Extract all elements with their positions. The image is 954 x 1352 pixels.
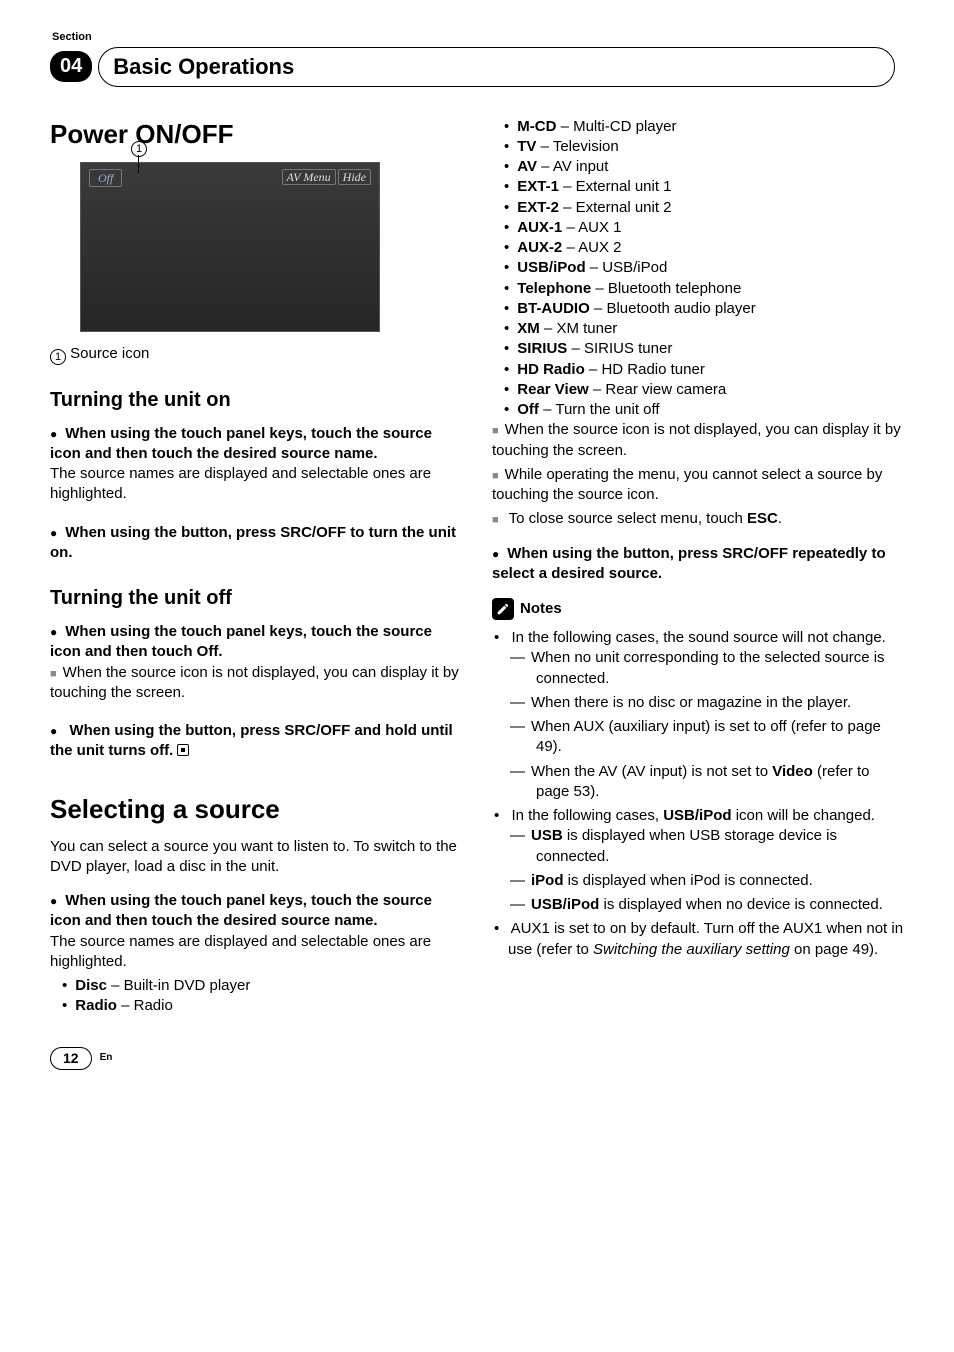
source-item: Telephone – Bluetooth telephone <box>518 279 904 299</box>
note-touch-off: When the source icon is not displayed, y… <box>50 663 462 704</box>
source-item: TV – Television <box>518 137 904 157</box>
source-item: Rear View – Rear view camera <box>518 380 904 400</box>
selecting-source-intro: You can select a source you want to list… <box>50 837 462 878</box>
heading-turn-off: Turning the unit off <box>50 585 462 612</box>
source-item: AUX-2 – AUX 2 <box>518 238 904 258</box>
note1-sublist: When no unit corresponding to the select… <box>508 648 904 802</box>
note-subitem: When the AV (AV input) is not set to Vid… <box>536 762 904 803</box>
note-item-1: In the following cases, the sound source… <box>508 628 904 802</box>
footer-lang: En <box>100 1051 113 1065</box>
chapter-title: Basic Operations <box>98 47 895 87</box>
note2-sublist: USB is displayed when USB storage device… <box>508 826 904 915</box>
instruction-touch-off: When using the touch panel keys, touch t… <box>50 622 462 663</box>
heading-power: Power ON/OFF <box>50 117 462 152</box>
instruction-touch-on: When using the touch panel keys, touch t… <box>50 424 462 465</box>
note-close-esc: To close source select menu, touch ESC. <box>492 509 904 529</box>
instruction-select-touch: When using the touch panel keys, touch t… <box>50 891 462 932</box>
note-item-3: AUX1 is set to on by default. Turn off t… <box>508 919 904 960</box>
note-item-2: In the following cases, USB/iPod icon wi… <box>508 806 904 915</box>
page-number: 12 <box>50 1047 92 1070</box>
footer: 12 En <box>50 1047 904 1070</box>
source-list-right: M-CD – Multi-CD playerTV – TelevisionAV … <box>492 117 904 421</box>
caption-text: Source icon <box>66 345 149 362</box>
left-column: Power ON/OFF 1 Off AV MenuHide 1 Source … <box>50 117 462 1017</box>
source-item: EXT-1 – External unit 1 <box>518 177 904 197</box>
source-item: AV – AV input <box>518 157 904 177</box>
heading-turn-on: Turning the unit on <box>50 387 462 414</box>
section-number-badge: 04 <box>50 51 92 82</box>
note-subitem: When there is no disc or magazine in the… <box>536 693 904 713</box>
screenshot-figure: 1 Off AV MenuHide <box>80 162 462 332</box>
caption-num: 1 <box>50 349 66 365</box>
notes-header: Notes <box>492 598 904 620</box>
pointer-badge: 1 <box>131 141 147 157</box>
screenshot-hide: Hide <box>338 169 371 185</box>
notes-list: In the following cases, the sound source… <box>492 628 904 960</box>
screenshot-off-button: Off <box>89 169 122 187</box>
source-item: USB/iPod – USB/iPod <box>518 258 904 278</box>
note-display-icon: When the source icon is not displayed, y… <box>492 420 904 461</box>
figure-caption: 1 Source icon <box>50 344 462 365</box>
instruction-touch-on-desc: The source names are displayed and selec… <box>50 464 462 505</box>
instruction-button-off: When using the button, press SRC/OFF and… <box>50 721 462 762</box>
note-subitem: When no unit corresponding to the select… <box>536 648 904 689</box>
screenshot-avmenu: AV Menu <box>282 169 336 185</box>
source-list-left: Disc – Built-in DVD playerRadio – Radio <box>50 976 462 1017</box>
header-bar: 04 Basic Operations <box>50 47 904 87</box>
source-item: HD Radio – HD Radio tuner <box>518 360 904 380</box>
source-item: BT-AUDIO – Bluetooth audio player <box>518 299 904 319</box>
instruction-button-on: When using the button, press SRC/OFF to … <box>50 523 462 564</box>
source-item: Disc – Built-in DVD player <box>76 976 462 996</box>
unit-screenshot: 1 Off AV MenuHide <box>80 162 380 332</box>
section-label: Section <box>52 30 904 45</box>
instruction-select-button: When using the button, press SRC/OFF rep… <box>492 544 904 585</box>
instruction-select-touch-desc: The source names are displayed and selec… <box>50 932 462 973</box>
source-item: SIRIUS – SIRIUS tuner <box>518 339 904 359</box>
end-block-icon <box>177 744 189 756</box>
note-subitem: USB/iPod is displayed when no device is … <box>536 895 904 915</box>
note-menu-block: While operating the menu, you cannot sel… <box>492 465 904 506</box>
notes-title: Notes <box>520 599 562 619</box>
source-item: EXT-2 – External unit 2 <box>518 198 904 218</box>
source-item: Radio – Radio <box>76 996 462 1016</box>
source-item: Off – Turn the unit off <box>518 400 904 420</box>
pencil-icon <box>492 598 514 620</box>
note-subitem: USB is displayed when USB storage device… <box>536 826 904 867</box>
heading-selecting-source: Selecting a source <box>50 792 462 827</box>
note-subitem: When AUX (auxiliary input) is set to off… <box>536 717 904 758</box>
source-item: AUX-1 – AUX 1 <box>518 218 904 238</box>
right-column: M-CD – Multi-CD playerTV – TelevisionAV … <box>492 117 904 1017</box>
source-item: XM – XM tuner <box>518 319 904 339</box>
source-item: M-CD – Multi-CD player <box>518 117 904 137</box>
note-subitem: iPod is displayed when iPod is connected… <box>536 871 904 891</box>
